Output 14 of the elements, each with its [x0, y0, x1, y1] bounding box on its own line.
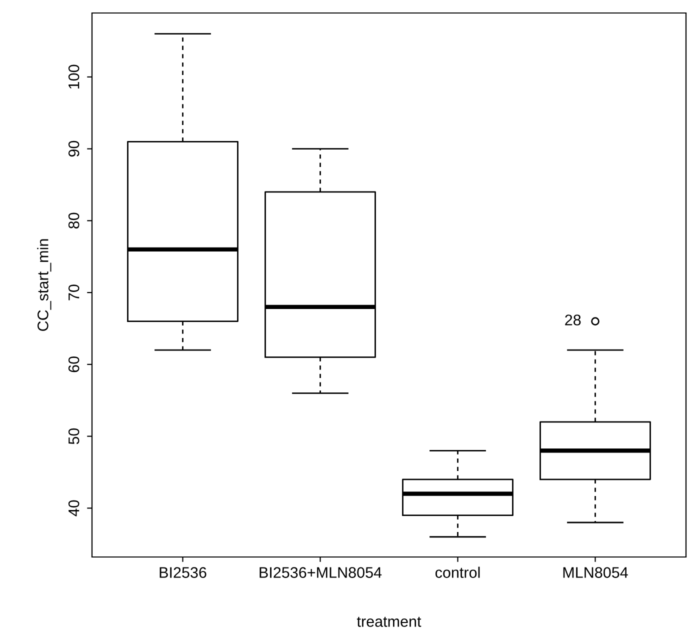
- y-axis-title: CC_start_min: [37, 239, 52, 331]
- x-tick-label: BI2536: [160, 567, 206, 578]
- annotation: 28: [565, 314, 581, 326]
- y-tick-label: 70: [68, 284, 80, 300]
- x-tick-label: control: [435, 566, 480, 578]
- y-tick-label: 100: [68, 64, 80, 89]
- y-tick-label: 50: [68, 428, 80, 444]
- x-tick-label: BI2536+MLN8054: [260, 567, 382, 578]
- x-tick-label: MLN8054: [563, 567, 628, 578]
- x-axis-title: treatment: [356, 616, 422, 627]
- y-tick-label: 40: [68, 500, 80, 516]
- y-tick-label: 90: [68, 140, 80, 157]
- y-tick-label: 80: [68, 212, 80, 229]
- y-tick-label: 60: [68, 356, 80, 372]
